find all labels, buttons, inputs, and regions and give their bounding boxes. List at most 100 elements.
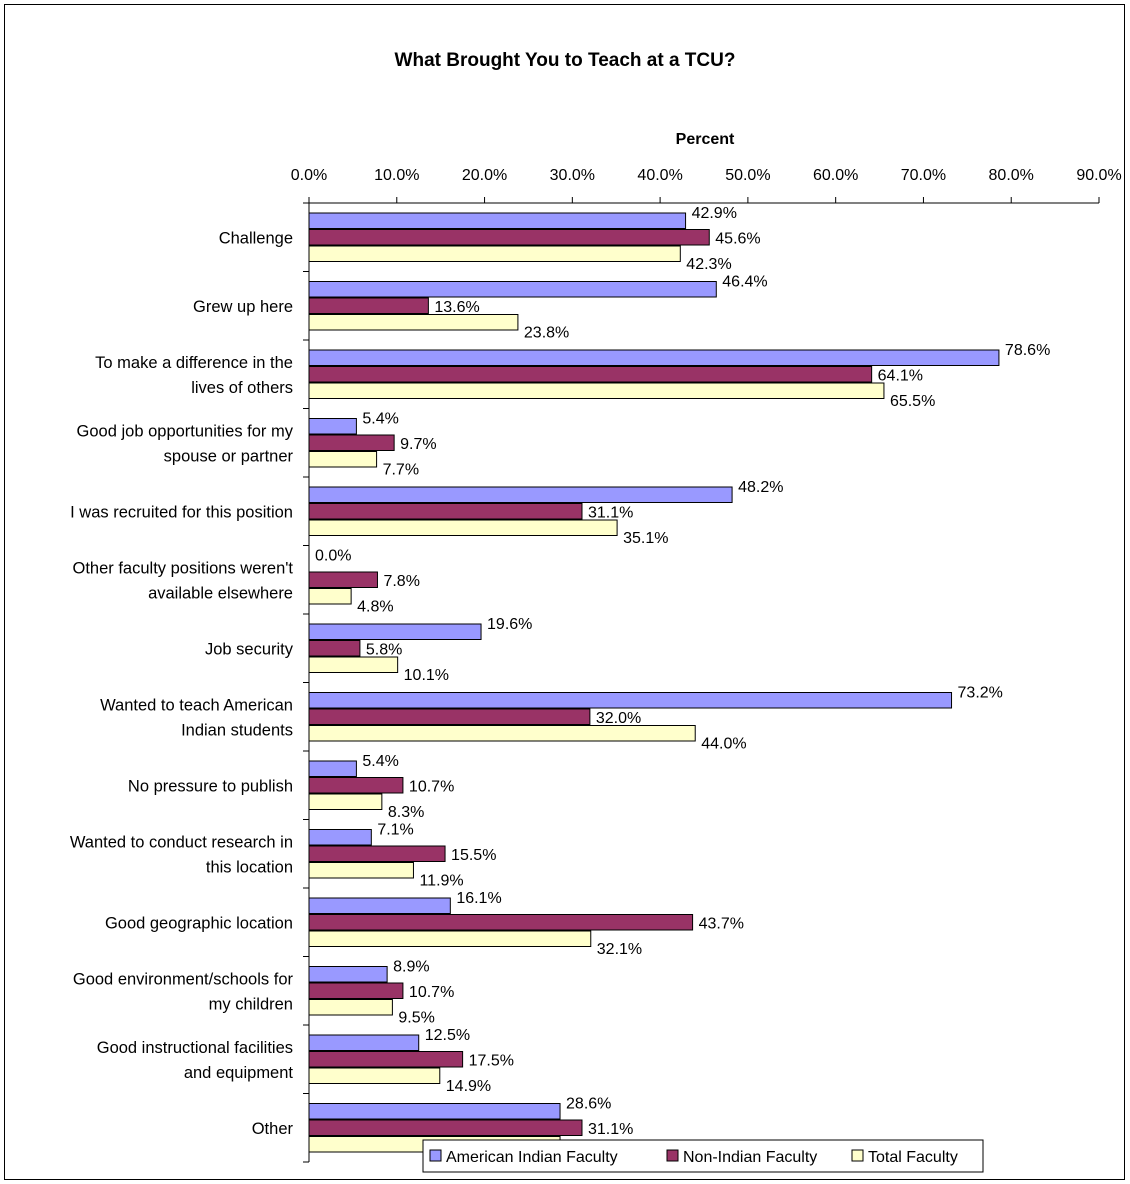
category-label: Good job opportunities for my <box>77 422 294 440</box>
bar <box>308 349 1000 366</box>
data-label: 7.7% <box>383 461 419 478</box>
bar <box>308 519 618 536</box>
bar <box>308 1067 441 1084</box>
category-label: No pressure to publish <box>128 777 293 795</box>
bar <box>308 760 357 777</box>
bar <box>308 1119 583 1136</box>
bars <box>308 212 1000 1153</box>
data-label: 5.4% <box>362 753 398 770</box>
data-label: 31.1% <box>588 1121 633 1138</box>
category-label: Good instructional facilities <box>97 1039 293 1057</box>
data-label: 9.7% <box>400 436 436 453</box>
category-label: Other <box>252 1120 294 1138</box>
bar <box>308 1103 561 1120</box>
bar <box>308 434 395 451</box>
x-tick-label: 40.0% <box>637 167 682 184</box>
bar <box>308 656 399 673</box>
legend-swatch <box>429 1149 442 1162</box>
bar <box>308 966 388 983</box>
bar <box>308 451 378 468</box>
legend-label: Total Faculty <box>868 1149 958 1166</box>
category-label: my children <box>209 995 293 1013</box>
data-label: 43.7% <box>699 915 744 932</box>
data-label: 46.4% <box>722 273 767 290</box>
bar <box>308 640 361 657</box>
bar <box>308 281 717 298</box>
legend-box <box>422 1139 984 1173</box>
data-label: 16.1% <box>456 890 501 907</box>
category-labels: Challenge Grew up here To make a differenc… <box>70 229 294 1138</box>
bar <box>308 708 591 725</box>
data-labels: 42.9% 46.4% 78.6% 5.4% 48.2% 0.0% 19.6% 73.2% 5.… <box>315 205 1050 1164</box>
bar <box>308 418 357 435</box>
category-label: and equipment <box>184 1064 294 1082</box>
data-label: 32.1% <box>597 941 642 958</box>
bar <box>308 314 519 331</box>
data-label: 44.0% <box>701 735 746 752</box>
legend-swatch <box>666 1149 679 1162</box>
bar <box>308 914 694 931</box>
data-label: 7.8% <box>383 573 419 590</box>
category-label: Indian students <box>181 721 293 739</box>
x-tick-label: 50.0% <box>725 167 770 184</box>
axes <box>303 197 1100 1163</box>
data-label: 0.0% <box>315 547 351 564</box>
category-label: Wanted to conduct research in <box>70 833 293 851</box>
bar <box>308 212 687 229</box>
data-label: 8.3% <box>388 804 424 821</box>
category-label: I was recruited for this position <box>70 503 293 521</box>
data-label: 45.6% <box>715 230 760 247</box>
data-label: 64.1% <box>878 367 923 384</box>
data-label: 35.1% <box>623 530 668 547</box>
data-label: 42.9% <box>692 205 737 222</box>
category-label: Other faculty positions weren't <box>72 559 293 577</box>
data-label: 65.5% <box>890 393 935 410</box>
data-label: 17.5% <box>469 1052 514 1069</box>
data-label: 32.0% <box>596 710 641 727</box>
x-tick-label: 70.0% <box>901 167 946 184</box>
bar <box>308 829 372 846</box>
chart-frame <box>4 4 1125 1180</box>
bar <box>308 571 378 588</box>
category-label: Wanted to teach American <box>100 696 293 714</box>
x-axis-label: Percent <box>676 131 735 148</box>
x-tick-label: 60.0% <box>813 167 858 184</box>
bar <box>308 229 710 246</box>
x-tick-label: 10.0% <box>374 167 419 184</box>
category-label: Grew up here <box>193 298 293 316</box>
bar <box>308 982 404 999</box>
bar <box>308 930 592 947</box>
x-tick-label: 30.0% <box>550 167 595 184</box>
category-label: Good geographic location <box>105 914 293 932</box>
legend-label: American Indian Faculty <box>446 1149 618 1166</box>
x-tick-label: 90.0% <box>1076 167 1121 184</box>
bar <box>308 1051 464 1068</box>
data-label: 9.5% <box>398 1009 434 1026</box>
data-label: 5.4% <box>362 410 398 427</box>
category-label: Good environment/schools for <box>73 970 294 988</box>
legend-label: Non-Indian Faculty <box>683 1149 817 1166</box>
bar <box>308 793 383 810</box>
category-label: Job security <box>205 640 294 658</box>
data-label: 23.8% <box>524 324 569 341</box>
bar <box>308 725 696 742</box>
category-label: spouse or partner <box>164 447 294 465</box>
bar <box>308 588 352 605</box>
data-label: 11.9% <box>419 872 463 889</box>
bar <box>308 845 446 862</box>
data-label: 7.1% <box>377 821 413 838</box>
data-label: 15.5% <box>451 847 496 864</box>
x-tick-label: 0.0% <box>291 167 327 184</box>
legend-swatch <box>851 1149 864 1162</box>
bar <box>308 1034 420 1051</box>
category-label: this location <box>206 858 293 876</box>
data-label: 13.6% <box>434 299 479 316</box>
chart-title: What Brought You to Teach at a TCU? <box>395 50 736 71</box>
data-label: 78.6% <box>1005 342 1050 359</box>
legend: American Indian Faculty Non-Indian Facult… <box>422 1139 984 1173</box>
category-label: Challenge <box>219 229 293 247</box>
bar <box>308 862 414 879</box>
data-label: 4.8% <box>357 598 393 615</box>
data-label: 19.6% <box>487 616 532 633</box>
